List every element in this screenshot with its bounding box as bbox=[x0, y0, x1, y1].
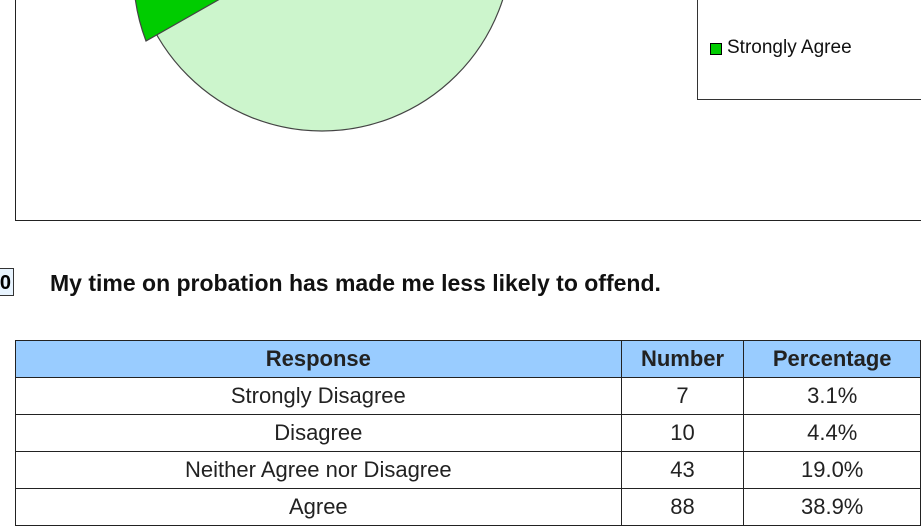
response-table: Response Number Percentage Strongly Disagr… bbox=[15, 340, 921, 526]
chart-frame bbox=[15, 0, 921, 221]
header-row: Response Number Percentage bbox=[15, 340, 921, 378]
legend: Strongly Agree bbox=[697, 0, 921, 100]
legend-swatch bbox=[710, 43, 722, 55]
question-text: My time on probation has made me less li… bbox=[50, 270, 661, 296]
table-cell: Disagree bbox=[15, 414, 622, 452]
legend-label: Strongly Agree bbox=[727, 37, 852, 58]
table-cell: 7 bbox=[620, 377, 745, 415]
table-cell: 19.0% bbox=[743, 451, 921, 489]
table-cell: 43 bbox=[620, 451, 745, 489]
table-cell: 38.9% bbox=[743, 488, 921, 526]
header-cell: Response bbox=[15, 340, 622, 378]
table-cell: Neither Agree nor Disagree bbox=[15, 451, 622, 489]
header-cell: Number bbox=[620, 340, 745, 378]
table-row: Disagree 10 4.4% bbox=[15, 414, 921, 452]
header-cell: Percentage bbox=[743, 340, 921, 378]
table-row: Agree 88 38.9% bbox=[15, 488, 921, 526]
pie-slice bbox=[140, 0, 504, 132]
table-cell: Strongly Disagree bbox=[15, 377, 622, 415]
table-row: Strongly Disagree 7 3.1% bbox=[15, 377, 921, 415]
table-cell: 3.1% bbox=[743, 377, 921, 415]
table-row: Neither Agree nor Disagree 43 19.0% bbox=[15, 451, 921, 489]
pie-chart bbox=[134, 0, 504, 132]
table-cell: 4.4% bbox=[743, 414, 921, 452]
table-body: Strongly Disagree 7 3.1% Disagree 10 4.4% Neit… bbox=[15, 377, 921, 526]
pie-slice bbox=[134, 0, 220, 42]
table-cell: 88 bbox=[620, 488, 745, 526]
table-cell: Agree bbox=[15, 488, 622, 526]
question-number: 0 bbox=[0, 268, 14, 296]
table-cell: 10 bbox=[620, 414, 745, 452]
